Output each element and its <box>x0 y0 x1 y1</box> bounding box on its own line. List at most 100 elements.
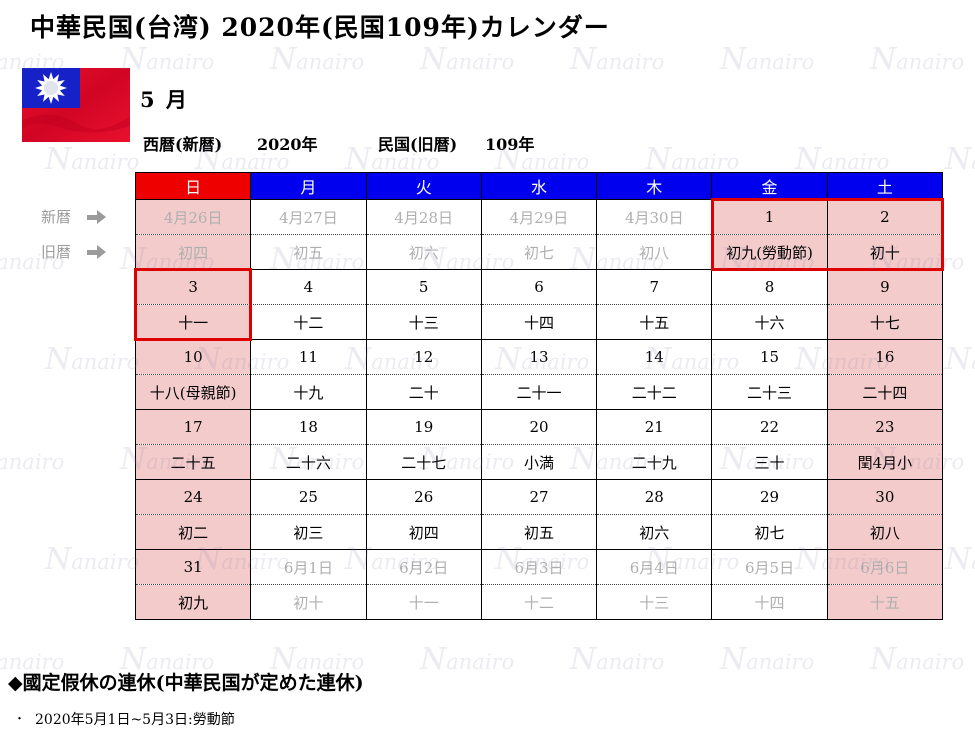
date-cell: 27 <box>480 479 598 515</box>
date-cell: 17 <box>134 409 252 445</box>
day-header-水: 水 <box>480 172 598 200</box>
date-cell: 4月27日 <box>250 199 367 235</box>
lunar-cell: 初九 <box>134 584 252 620</box>
lunar-cell: 初五 <box>480 514 598 550</box>
date-row-week5: 24 25 26 27 28 29 30 <box>134 479 944 515</box>
date-row-week4: 17 18 19 20 21 22 23 <box>134 409 944 445</box>
lunar-cell: 初九(勞動節) <box>711 234 828 270</box>
date-cell: 8 <box>711 269 828 305</box>
holiday-section-heading: ◆國定假休の連休(中華民国が定めた連休) <box>8 672 364 694</box>
lunar-cell: 十二 <box>480 584 598 620</box>
solar-row-label: 新暦 <box>41 206 107 227</box>
date-cell: 16 <box>826 339 944 375</box>
arrow-right-icon <box>87 210 107 224</box>
date-cell: 26 <box>365 479 482 515</box>
watermark-text: Nanairo <box>570 42 665 77</box>
lunar-cell: 初六 <box>596 514 713 550</box>
lunar-row-label: 旧暦 <box>41 241 107 262</box>
date-cell: 14 <box>596 339 713 375</box>
minguo-era-label: 民国(旧暦) <box>378 135 458 154</box>
lunar-cell: 二十四 <box>826 374 944 410</box>
day-header-月: 月 <box>250 172 367 200</box>
lunar-cell: 十一 <box>134 304 252 340</box>
day-header-土: 土 <box>826 172 944 200</box>
lunar-row-label-text: 旧暦 <box>41 243 72 261</box>
lunar-cell: 初十 <box>826 234 944 270</box>
date-cell: 6 <box>480 269 598 305</box>
lunar-row-week6: 初九 初十 十一 十二 十三 十四 十五 <box>134 584 944 620</box>
day-header-日: 日 <box>134 172 252 200</box>
taiwan-flag-image <box>22 68 130 142</box>
lunar-row-week1: 初四 初五 初六 初七 初八 初九(勞動節) 初十 <box>134 234 944 270</box>
date-cell: 4 <box>250 269 367 305</box>
date-cell: 9 <box>826 269 944 305</box>
date-cell: 31 <box>134 549 252 585</box>
minguo-era-value: 109年 <box>485 135 535 154</box>
lunar-cell: 初四 <box>365 514 482 550</box>
watermark-text: Nanairo <box>570 642 665 677</box>
date-cell: 6月4日 <box>596 549 713 585</box>
date-cell: 5 <box>365 269 482 305</box>
lunar-cell: 二十 <box>365 374 482 410</box>
lunar-cell: 二十一 <box>480 374 598 410</box>
date-cell: 12 <box>365 339 482 375</box>
lunar-cell: 十九 <box>250 374 367 410</box>
lunar-row-week2: 十一 十二 十三 十四 十五 十六 十七 <box>134 304 944 340</box>
day-header-木: 木 <box>596 172 713 200</box>
calendar-table: 日月火水木金土 4月26日 4月27日 4月28日 4月29日 4月30日 1 2 初四 初五初… <box>133 172 945 620</box>
watermark-text: Nanairo <box>870 42 965 77</box>
watermark-text: Nanairo <box>120 42 215 77</box>
day-header-row: 日月火水木金土 <box>134 172 944 200</box>
date-cell: 6月2日 <box>365 549 482 585</box>
solar-row-label-text: 新暦 <box>41 208 72 226</box>
lunar-row-week5: 初二 初三 初四 初五 初六 初七 初八 <box>134 514 944 550</box>
date-cell: 29 <box>711 479 828 515</box>
date-cell: 11 <box>250 339 367 375</box>
date-cell: 1 <box>711 199 828 235</box>
date-cell: 21 <box>596 409 713 445</box>
lunar-cell: 初七 <box>480 234 598 270</box>
day-header-火: 火 <box>365 172 482 200</box>
date-cell: 4月28日 <box>365 199 482 235</box>
date-cell: 28 <box>596 479 713 515</box>
date-cell: 30 <box>826 479 944 515</box>
lunar-cell: 十六 <box>711 304 828 340</box>
lunar-cell: 初十 <box>250 584 367 620</box>
date-cell: 3 <box>134 269 252 305</box>
date-cell: 7 <box>596 269 713 305</box>
watermark-text: Nanairo <box>0 450 65 474</box>
date-cell: 13 <box>480 339 598 375</box>
lunar-cell: 初八 <box>596 234 713 270</box>
lunar-cell: 初八 <box>826 514 944 550</box>
lunar-cell: 十一 <box>365 584 482 620</box>
date-cell: 4月30日 <box>596 199 713 235</box>
calendar-grid: 日月火水木金土 4月26日 4月27日 4月28日 4月29日 4月30日 1 2 初四 初五初… <box>134 172 944 620</box>
month-label: 5 月 <box>140 87 189 112</box>
lunar-cell: 十七 <box>826 304 944 340</box>
watermark-text: Nanairo <box>945 342 975 377</box>
watermark-text: Nanairo <box>45 142 140 177</box>
date-cell: 2 <box>826 199 944 235</box>
watermark-text: Nanairo <box>45 542 140 577</box>
lunar-cell: 初七 <box>711 514 828 550</box>
date-cell: 22 <box>711 409 828 445</box>
holiday-bullet-item: ・ 2020年5月1日~5月3日:勞動節 <box>14 709 235 729</box>
western-era-value: 2020年 <box>257 135 318 154</box>
lunar-cell: 二十七 <box>365 444 482 480</box>
watermark-text: Nanairo <box>945 542 975 577</box>
date-cell: 6月3日 <box>480 549 598 585</box>
lunar-cell: 初六 <box>365 234 482 270</box>
lunar-cell: 二十六 <box>250 444 367 480</box>
date-cell: 24 <box>134 479 252 515</box>
lunar-cell: 十五 <box>826 584 944 620</box>
watermark-text: Nanairo <box>720 642 815 677</box>
date-cell: 23 <box>826 409 944 445</box>
lunar-cell: 十五 <box>596 304 713 340</box>
lunar-cell: 閏4月小 <box>826 444 944 480</box>
lunar-cell: 二十二 <box>596 374 713 410</box>
lunar-cell: 十三 <box>365 304 482 340</box>
lunar-cell: 三十 <box>711 444 828 480</box>
date-cell: 6月5日 <box>711 549 828 585</box>
date-cell: 4月29日 <box>480 199 598 235</box>
